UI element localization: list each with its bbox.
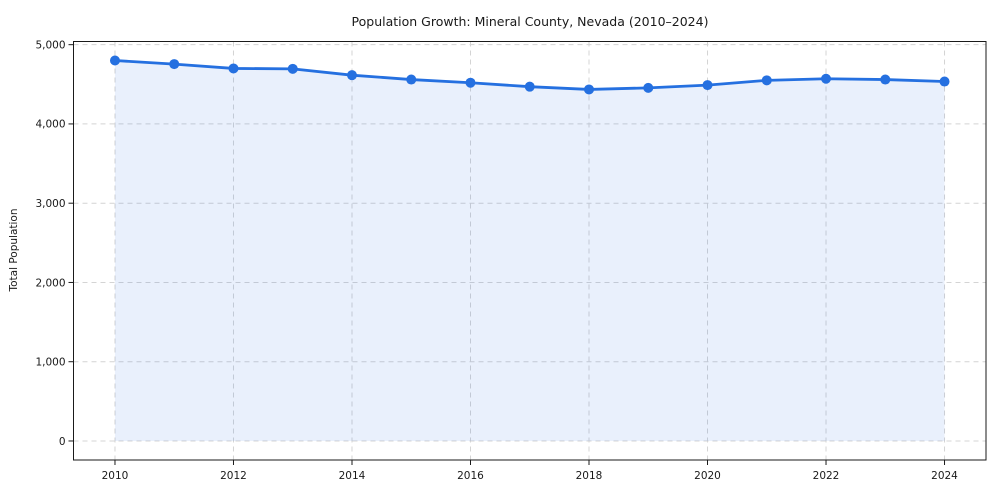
y-tick-label: 3,000 <box>35 198 65 210</box>
x-tick-label: 2016 <box>457 470 484 482</box>
data-point-2012 <box>228 63 239 74</box>
x-tick-label: 2018 <box>576 470 603 482</box>
data-point-2022 <box>821 73 832 84</box>
data-point-2014 <box>346 70 357 81</box>
data-point-2023 <box>880 74 891 85</box>
data-point-2010 <box>109 55 120 66</box>
data-point-2018 <box>584 84 595 95</box>
x-tick-label: 2014 <box>339 470 366 482</box>
data-point-2011 <box>169 59 180 70</box>
x-tick-label: 2022 <box>813 470 840 482</box>
y-tick-label: 0 <box>59 436 66 448</box>
plot-border <box>73 41 987 461</box>
data-point-2017 <box>524 81 535 92</box>
data-point-2016 <box>465 77 476 88</box>
data-point-2020 <box>702 80 713 91</box>
data-point-2024 <box>939 76 950 87</box>
y-tick-label: 4,000 <box>35 119 65 131</box>
x-tick-label: 2010 <box>102 470 129 482</box>
area-fill <box>114 60 945 441</box>
data-point-2015 <box>406 74 417 85</box>
x-tick-label: 2024 <box>931 470 958 482</box>
data-point-2013 <box>287 63 298 74</box>
y-tick-label: 1,000 <box>35 357 65 369</box>
y-tick-label: 2,000 <box>35 277 65 289</box>
x-tick-label: 2020 <box>694 470 721 482</box>
data-point-2021 <box>761 75 772 86</box>
data-point-2019 <box>643 82 654 93</box>
y-tick-label: 5,000 <box>35 39 65 51</box>
chart-title: Population Growth: Mineral County, Nevad… <box>351 14 709 29</box>
x-tick-label: 2012 <box>220 470 247 482</box>
